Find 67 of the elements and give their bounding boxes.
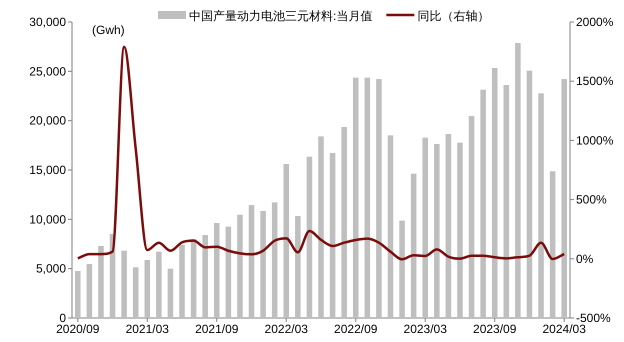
bar xyxy=(283,164,290,318)
bar xyxy=(237,214,243,318)
bar xyxy=(410,174,416,318)
bar xyxy=(504,85,510,318)
x-tick-label: 2022/09 xyxy=(334,322,378,336)
bar xyxy=(144,260,150,318)
line-series xyxy=(76,46,566,261)
bar xyxy=(156,252,162,318)
y-tick-label: 30,000 xyxy=(29,15,66,29)
bar xyxy=(492,68,498,318)
bar xyxy=(550,171,556,318)
bar xyxy=(538,93,544,318)
bar xyxy=(480,90,486,318)
bar xyxy=(190,239,196,318)
y2-tick-label: -500% xyxy=(576,311,612,325)
y-tick-label: 5,000 xyxy=(36,262,66,276)
bar xyxy=(86,264,92,318)
x-tick-label: 2020/09 xyxy=(56,322,100,336)
y-tick-label: 15,000 xyxy=(29,163,66,177)
bar xyxy=(248,205,254,318)
y-tick-label: 10,000 xyxy=(29,212,66,226)
x-tick-label: 2024/03 xyxy=(542,322,586,336)
bar xyxy=(388,135,394,318)
y-tick-label: 20,000 xyxy=(29,114,66,128)
bar xyxy=(561,79,567,318)
bar xyxy=(364,78,370,318)
bar xyxy=(341,126,347,318)
bar xyxy=(376,79,382,318)
bar xyxy=(214,222,220,318)
bar xyxy=(468,116,474,318)
x-tick-label: 2023/03 xyxy=(404,322,448,336)
bar xyxy=(446,134,452,318)
bar xyxy=(98,246,104,318)
bar xyxy=(260,210,266,318)
bar xyxy=(515,43,521,318)
x-tick-label: 2021/03 xyxy=(126,322,170,336)
y-tick-label: 25,000 xyxy=(29,64,66,78)
x-tick-label: 2022/03 xyxy=(264,322,308,336)
legend-label: 同比（右轴） xyxy=(417,9,490,23)
bar xyxy=(422,138,428,318)
bar xyxy=(168,268,174,318)
y-axis-title: (Gwh) xyxy=(92,23,125,37)
y2-tick-label: 500% xyxy=(576,192,608,207)
bar xyxy=(399,220,405,318)
bar xyxy=(272,202,278,318)
bar xyxy=(352,78,359,318)
bar xyxy=(226,226,232,318)
y2-tick-label: 2000% xyxy=(576,15,614,29)
y-tick-label: 0 xyxy=(59,311,66,325)
bar xyxy=(330,153,336,318)
bar xyxy=(132,267,138,318)
bar xyxy=(179,244,185,318)
bar xyxy=(75,271,81,318)
legend-label: 中国产量动力电池三元材料:当月值 xyxy=(189,9,372,23)
x-tick-label: 2021/09 xyxy=(195,322,239,336)
y2-tick-label: 1000% xyxy=(576,133,614,148)
bar xyxy=(202,235,208,318)
x-tick-label: 2023/09 xyxy=(473,322,517,336)
bar xyxy=(457,142,463,318)
bar xyxy=(318,136,324,318)
bar xyxy=(121,250,127,318)
bar xyxy=(526,70,532,318)
bar xyxy=(295,216,301,318)
y2-tick-label: 0% xyxy=(576,252,594,266)
y2-tick-label: 1500% xyxy=(576,74,614,88)
bar xyxy=(434,144,440,318)
bar xyxy=(306,156,312,318)
